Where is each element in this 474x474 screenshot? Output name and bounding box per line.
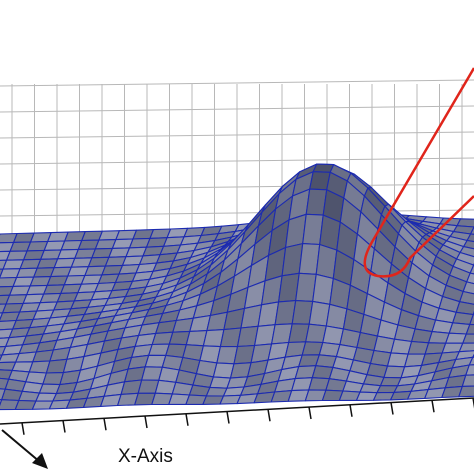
x-axis-arrowhead xyxy=(32,453,48,469)
mesh-cell xyxy=(462,333,474,344)
mesh-cell xyxy=(469,314,474,326)
x-axis-label: X-Axis xyxy=(118,446,173,467)
mesh-cell xyxy=(458,385,474,398)
mesh-cell xyxy=(470,226,474,235)
x-axis-line xyxy=(0,397,474,425)
x-axis-tick xyxy=(431,400,435,413)
x-axis-tick xyxy=(472,397,474,409)
wall-grid-line xyxy=(0,157,474,165)
wall-grid-line xyxy=(0,105,474,113)
x-axis-tick xyxy=(349,404,353,417)
x-axis-tick xyxy=(103,418,107,431)
x-axis-arrow xyxy=(1,429,41,463)
x-axis-tick xyxy=(21,422,25,435)
mesh-cell xyxy=(466,272,474,285)
mesh-cell xyxy=(465,364,474,376)
mesh-cell xyxy=(469,264,474,275)
x-axis-tick xyxy=(62,420,66,433)
x-axis-tick xyxy=(267,409,271,422)
x-axis-tick xyxy=(226,411,230,424)
surface-mesh xyxy=(0,163,474,411)
x-axis-tick xyxy=(144,415,148,429)
wall-grid-line xyxy=(0,183,474,191)
mesh-cell xyxy=(466,233,474,243)
wall-grid-line xyxy=(0,79,474,87)
mesh-cell xyxy=(462,281,474,295)
wall-grid-line xyxy=(0,131,474,139)
x-axis-tick xyxy=(390,402,394,415)
x-axis-tick xyxy=(185,413,189,426)
mesh-cell xyxy=(468,356,474,366)
mesh-cell xyxy=(465,323,474,335)
x-axis-ticks xyxy=(21,397,474,435)
x-axis-tick xyxy=(308,406,312,420)
zoom-callout xyxy=(363,67,474,278)
